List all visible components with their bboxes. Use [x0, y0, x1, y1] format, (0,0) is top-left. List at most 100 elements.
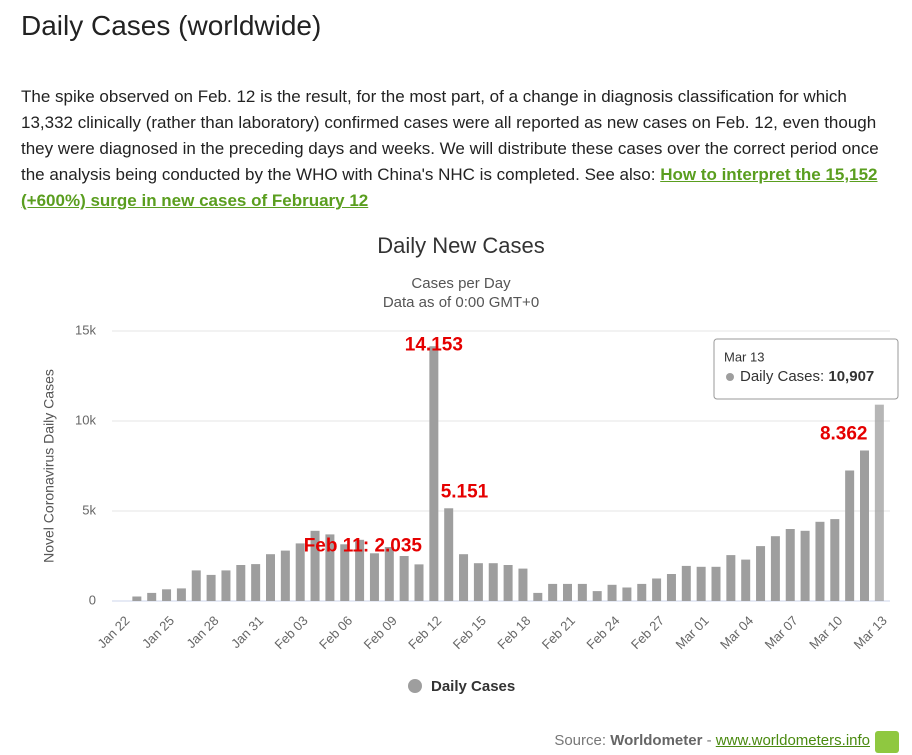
bar	[444, 508, 454, 601]
bar	[162, 589, 172, 601]
bar	[770, 536, 780, 601]
bar	[280, 550, 290, 601]
data-label: 5.151	[441, 481, 489, 502]
bar	[741, 559, 751, 601]
bar	[295, 543, 305, 601]
bar	[637, 583, 647, 601]
bar	[132, 596, 142, 601]
tooltip-value: 10,907	[828, 368, 874, 385]
x-tick-label: Feb 12	[405, 613, 444, 652]
chart-note: Data as of 0:00 GMT+0	[383, 294, 539, 311]
bar	[325, 534, 335, 601]
bar	[399, 556, 409, 601]
source: Source: Worldometer - www.worldometers.i…	[554, 732, 870, 749]
bar	[607, 584, 617, 601]
bar	[874, 404, 884, 601]
bar	[340, 544, 350, 601]
tooltip-text: Daily Cases: 10,907	[740, 368, 874, 385]
chart-subtitle: Cases per Day	[411, 275, 511, 292]
bar	[622, 587, 632, 601]
bar	[414, 564, 424, 601]
intro-text: The spike observed on Feb. 12 is the res…	[21, 87, 879, 184]
bar	[666, 574, 676, 601]
bar	[592, 591, 602, 601]
source-prefix: Source:	[554, 732, 607, 749]
x-tick-label: Feb 27	[628, 613, 667, 652]
y-tick-label: 10k	[75, 412, 96, 427]
bar	[429, 346, 439, 601]
bar	[696, 566, 706, 601]
bar	[756, 546, 766, 601]
x-tick-label: Mar 13	[851, 613, 890, 652]
x-tick-label: Jan 22	[94, 613, 132, 651]
bar	[785, 529, 795, 601]
bar	[548, 583, 558, 601]
x-tick-label: Feb 06	[316, 613, 355, 652]
bar	[266, 554, 275, 601]
bar	[577, 583, 587, 601]
bar	[503, 565, 513, 601]
bar	[310, 530, 320, 601]
logo	[875, 731, 899, 753]
bar	[191, 570, 201, 601]
bar	[251, 564, 261, 601]
see-also: See also:	[584, 165, 656, 184]
x-tick-label: Mar 07	[762, 613, 801, 652]
bar	[147, 592, 157, 601]
bar	[800, 530, 810, 601]
bar	[652, 578, 662, 601]
bar	[681, 565, 691, 601]
data-label: Feb 11: 2.035	[304, 535, 423, 556]
y-tick-label: 5k	[82, 502, 96, 517]
tooltip-dot	[726, 373, 734, 381]
bar	[206, 574, 216, 601]
x-tick-label: Feb 21	[539, 613, 578, 652]
bar	[533, 592, 543, 601]
bar	[815, 521, 825, 601]
y-axis-title: Novel Coronavirus Daily Cases	[41, 369, 57, 563]
bar	[384, 547, 394, 601]
x-tick-label: Jan 28	[183, 613, 221, 651]
bar	[473, 563, 483, 601]
x-tick-label: Jan 25	[139, 613, 177, 651]
bar	[711, 566, 721, 601]
x-tick-label: Feb 18	[494, 613, 533, 652]
y-tick-label: 15k	[75, 322, 96, 337]
data-label: 14.153	[405, 334, 463, 355]
intro: The spike observed on Feb. 12 is the res…	[21, 84, 893, 214]
page-title: Daily Cases (worldwide)	[21, 10, 322, 41]
tooltip-label: Daily Cases:	[740, 368, 824, 385]
source-sep: -	[706, 732, 712, 749]
x-tick-label: Mar 01	[672, 613, 711, 652]
bar	[563, 583, 572, 601]
tooltip-box	[713, 338, 899, 400]
x-tick-label: Mar 10	[806, 613, 845, 652]
bar	[488, 563, 498, 601]
source-url[interactable]: www.worldometers.info	[715, 732, 870, 749]
tooltip-title: Mar 13	[724, 349, 764, 364]
bar	[176, 588, 186, 601]
legend[interactable]: Daily Cases	[408, 678, 515, 695]
bar	[236, 565, 246, 601]
bar	[726, 555, 736, 601]
bar	[860, 450, 869, 601]
chart-title: Daily New Cases	[377, 233, 545, 258]
x-tick-label: Feb 09	[361, 613, 400, 652]
chart: Daily New Cases Cases per Day Data as of…	[41, 233, 899, 695]
tooltip: Mar 13 Daily Cases: 10,907	[713, 338, 899, 400]
bar	[830, 519, 840, 601]
bar	[845, 470, 855, 601]
legend-symbol	[408, 679, 422, 693]
bar	[369, 553, 379, 601]
x-tick-label: Feb 24	[583, 613, 622, 652]
surge-link[interactable]: How to interpret the 15,152 (+600%) surg…	[21, 165, 878, 210]
legend-label[interactable]: Daily Cases	[431, 678, 515, 695]
x-tick-label: Feb 03	[272, 613, 311, 652]
bar	[355, 539, 365, 601]
bar	[459, 554, 469, 601]
x-tick-label: Feb 15	[450, 613, 489, 652]
bar	[221, 570, 231, 601]
y-tick-label: 0	[89, 592, 96, 607]
x-tick-label: Jan 31	[228, 613, 266, 651]
